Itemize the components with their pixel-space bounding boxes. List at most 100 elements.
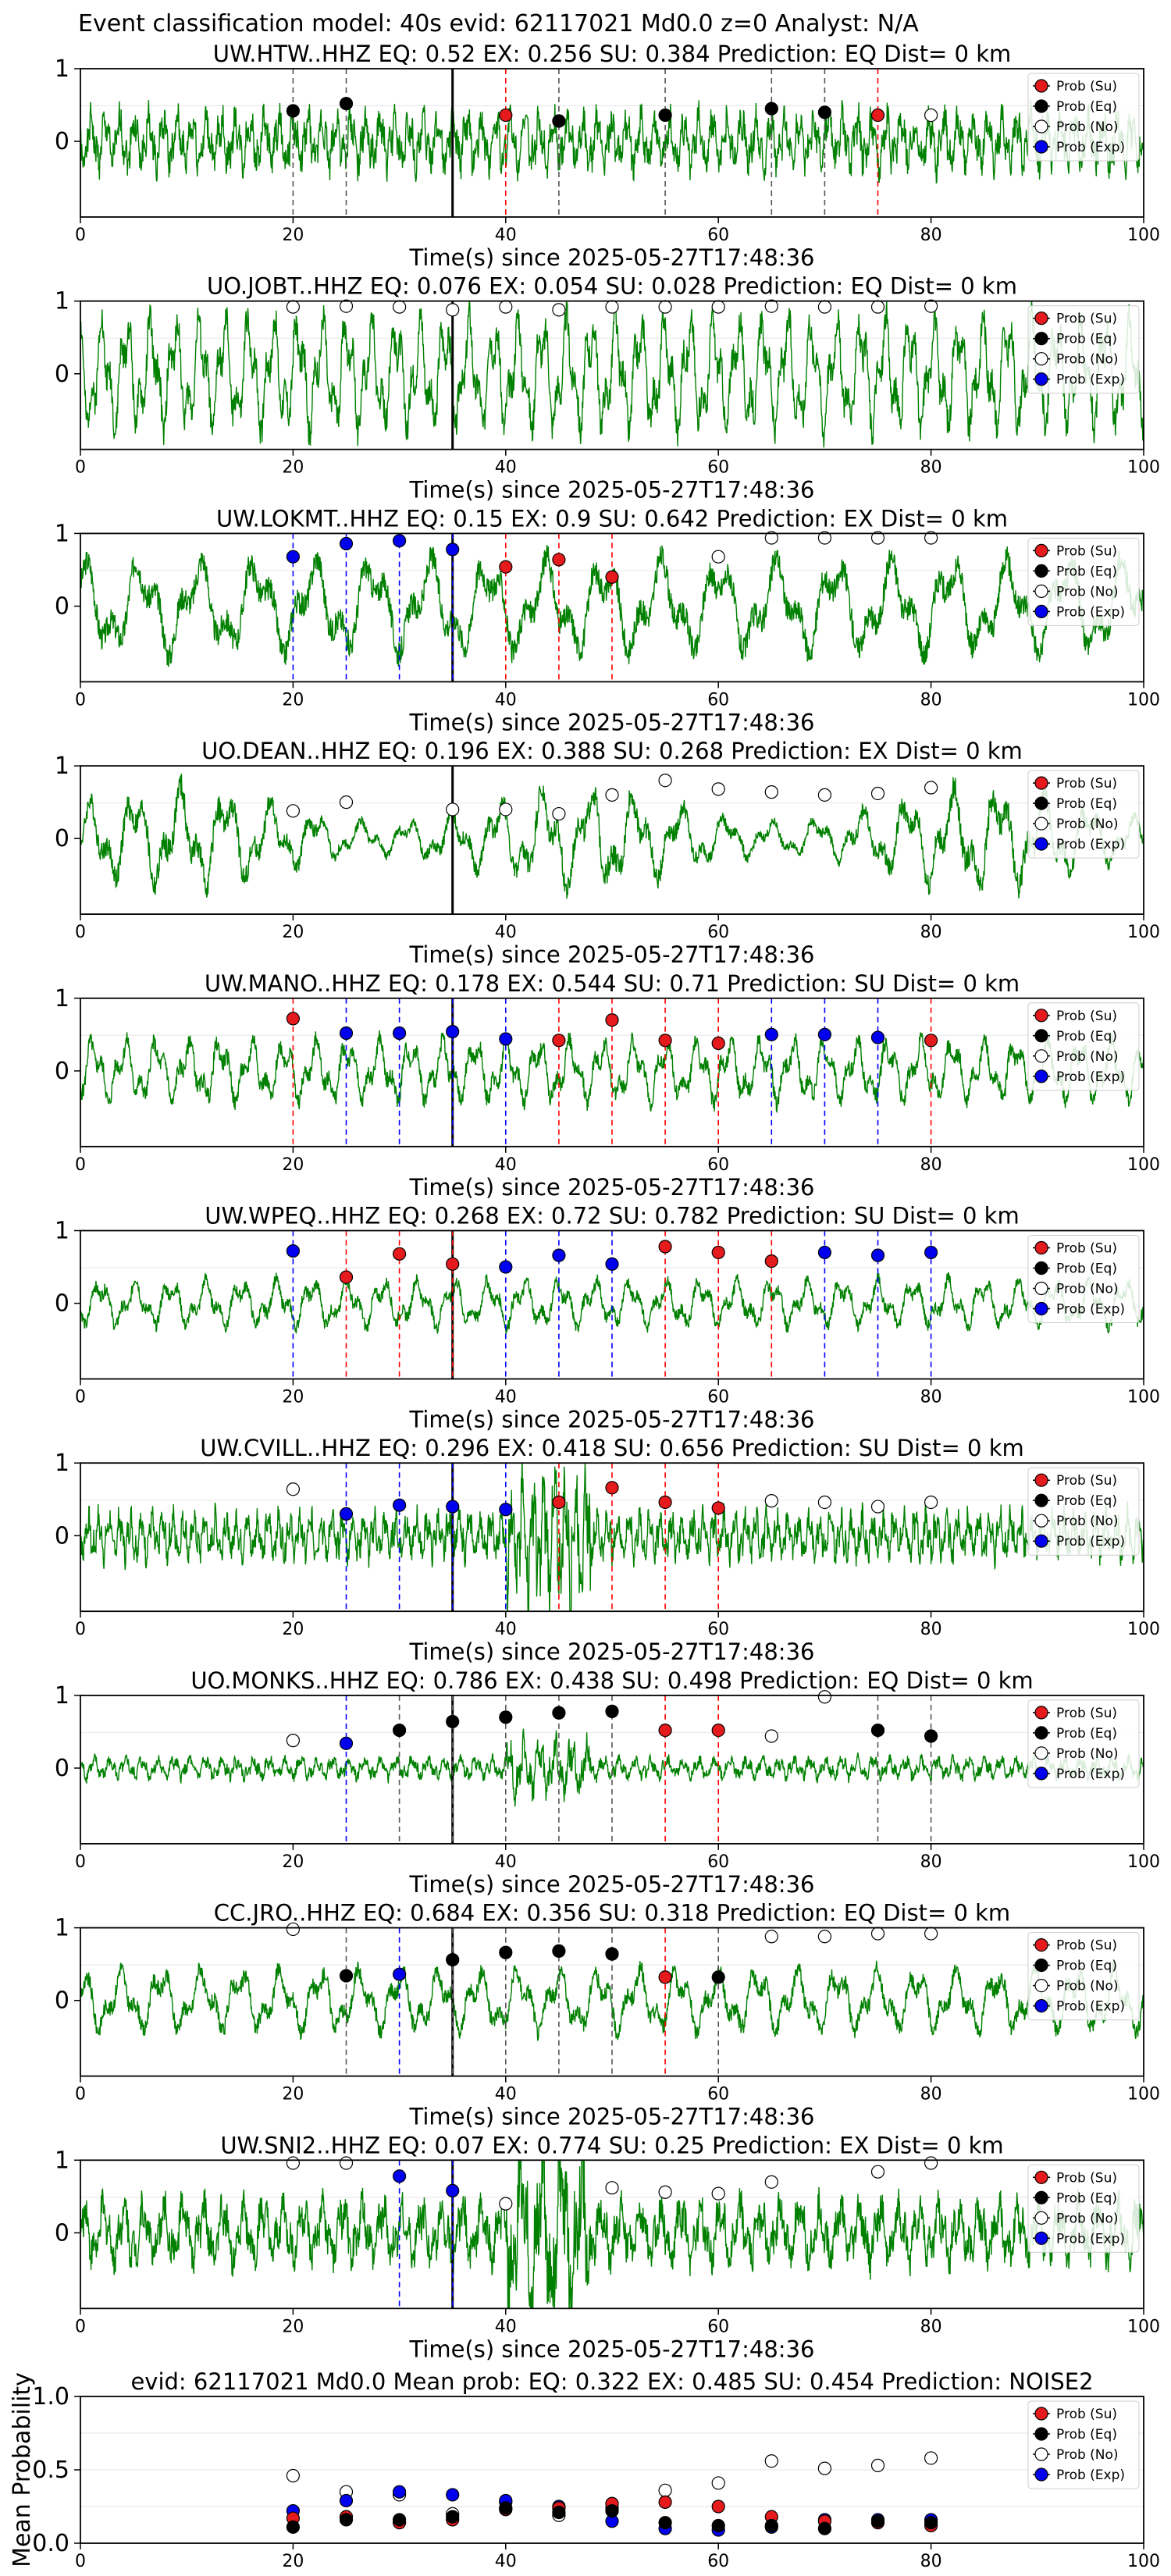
xtick-label: 0 [75,226,86,245]
legend-marker-eq [1034,564,1048,578]
prob-marker-no [339,795,354,809]
prob-marker-su [446,1257,460,1271]
legend-label-exp: Prob (Exp) [1056,1069,1125,1085]
prob-marker-exp [393,1967,407,1981]
prob-marker-su [605,1013,619,1027]
legend-label-exp: Prob (Exp) [1056,1302,1125,1318]
mean-prob-marker-eq [764,2518,778,2533]
x-axis-label: Time(s) since 2025-05-27T17:48:36 [409,2336,815,2362]
prob-marker-no [605,2181,619,2195]
legend-box [1027,1699,1140,1788]
legend-marker-exp [1034,1069,1048,1083]
xtick-label: 20 [282,458,304,478]
prob-marker-eq [552,1706,566,1720]
axes-frame [80,1462,1144,1613]
xtick-label: 60 [707,1852,729,1872]
legend-label-eq: Prob (Eq) [1056,2427,1117,2443]
prob-marker-eq [924,1729,938,1743]
x-axis-label: Time(s) since 2025-05-27T17:48:36 [409,1871,815,1898]
legend-marker-exp [1034,1767,1048,1781]
ytick-label: 1 [55,1915,69,1942]
legend-label-exp: Prob (Exp) [1056,1767,1125,1782]
waveform-trace [80,2160,1144,2309]
xtick-label: 100 [1127,226,1160,245]
panels: UW.HTW..HHZ EQ: 0.52 EX: 0.256 SU: 0.384… [9,41,1160,2571]
prob-marker-no [924,108,938,123]
mean-prob-marker-no [817,2461,832,2475]
prob-marker-exp [446,2183,460,2198]
prob-marker-no [499,802,513,817]
mean-prob-marker-no [658,2483,672,2497]
xtick-label: 0 [75,1388,86,1407]
legend-label-eq: Prob (Eq) [1056,332,1117,347]
xtick-label: 60 [707,2552,729,2571]
xtick-label: 80 [920,1620,942,1639]
prob-marker-exp [393,534,407,548]
legend-marker-no [1034,1049,1048,1063]
xtick-label: 60 [707,923,729,942]
legend-marker-su [1034,1240,1048,1255]
legend-label-no: Prob (No) [1056,584,1119,600]
ytick-label: 0.0 [32,2530,69,2557]
mean-prob-marker-eq [393,2513,407,2527]
prob-marker-su [286,1012,300,1026]
legend-label-exp: Prob (Exp) [1056,372,1125,388]
prob-marker-su [605,570,619,584]
axes-frame [80,68,1144,218]
panel-title: CC.JRO..HHZ EQ: 0.684 EX: 0.356 SU: 0.31… [214,1900,1010,1927]
x-axis-label: Time(s) since 2025-05-27T17:48:36 [409,1407,815,1433]
legend-marker-su [1034,543,1048,558]
mean-prob-marker-eq [446,2510,460,2524]
legend-label-su: Prob (Su) [1056,1706,1117,1721]
waveform-trace [80,1960,1144,2041]
xtick-label: 60 [707,1155,729,1175]
prob-marker-eq [605,1947,619,1961]
xtick-label: 40 [495,1155,517,1175]
legend-marker-exp [1034,1301,1048,1316]
panel-6: UW.WPEQ..HHZ EQ: 0.268 EX: 0.72 SU: 0.78… [55,1203,1160,1433]
legend-label-no: Prob (No) [1056,1746,1119,1762]
prob-marker-no [870,1927,885,1941]
panel-title: UO.DEAN..HHZ EQ: 0.196 EX: 0.388 SU: 0.2… [201,738,1023,764]
legend-marker-eq [1034,1959,1048,1973]
prob-marker-no [711,2186,725,2201]
xtick-label: 80 [920,1388,942,1407]
legend-marker-eq [1034,796,1048,810]
prob-marker-no [924,1495,938,1510]
xtick-label: 80 [920,2317,942,2336]
prob-marker-eq [552,1944,566,1958]
prob-marker-su [658,1495,672,1510]
legend-marker-exp [1034,837,1048,851]
prob-marker-eq [552,114,566,128]
waveform-trace [80,1728,1144,1807]
xtick-label: 60 [707,2085,729,2105]
mean-prob-marker-eq [817,2521,832,2535]
xtick-label: 20 [282,1852,304,1872]
prob-marker-no [870,531,885,545]
x-axis-label: Time(s) since 2025-05-27T17:48:36 [409,941,815,968]
xtick-label: 60 [707,458,729,478]
mean-prob-marker-exp [446,2488,460,2502]
prob-marker-no [393,300,407,314]
prob-marker-no [286,2156,300,2170]
ytick-label: 1.0 [32,2383,69,2411]
legend-label-eq: Prob (Eq) [1056,1261,1117,1277]
mean-prob-marker-eq [605,2504,619,2518]
legend-label-eq: Prob (Eq) [1056,99,1117,115]
xtick-label: 0 [75,1620,86,1639]
prob-marker-su [499,560,513,574]
prob-marker-exp [446,1500,460,1514]
xtick-label: 40 [495,226,517,245]
prob-marker-exp [924,1245,938,1260]
prob-marker-no [711,300,725,314]
legend-marker-su [1034,1473,1048,1487]
plot-area [80,1960,1144,2041]
mean-prob-marker-no [764,2454,778,2468]
legend-label-su: Prob (Su) [1056,2170,1117,2186]
prob-marker-eq [605,1704,619,1718]
legend-label-eq: Prob (Eq) [1056,1493,1117,1509]
ytick-label: 0 [55,825,69,852]
xtick-label: 0 [75,1852,86,1872]
prob-marker-exp [817,1245,832,1260]
ytick-label: 1 [55,985,69,1012]
